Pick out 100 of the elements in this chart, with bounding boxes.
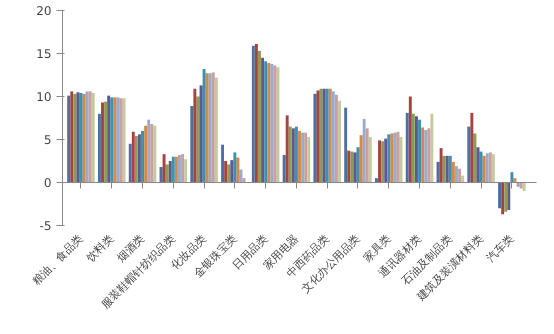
bar [73,94,76,182]
bar [421,127,424,182]
y-tick-label: 15 [36,47,52,61]
x-tick-label: 粮油、食品类 [30,232,86,288]
bar [458,168,462,182]
bar [362,118,366,182]
bar [381,141,384,182]
bar [166,164,169,182]
bar [452,162,455,182]
bar [498,182,502,208]
bar [378,140,381,182]
bar [258,50,261,182]
bar [67,96,70,182]
bar [101,102,104,182]
bar [360,135,363,182]
bar [221,144,224,182]
bar [88,91,92,182]
bar [301,132,304,182]
bar [480,152,483,182]
bar [104,102,108,182]
bar [254,44,258,182]
bar [76,92,80,182]
bar [353,152,356,182]
bar [408,96,412,182]
bar [430,114,434,182]
bar [424,130,428,182]
bar [181,154,184,182]
bar [196,96,200,182]
bar [227,164,230,182]
bar [418,120,421,182]
bar [334,94,338,182]
bar [273,66,276,182]
bar [350,152,354,182]
bar [520,182,523,189]
bar [396,132,400,182]
bar [240,170,242,182]
bar [286,115,289,182]
bar [184,159,188,182]
bar [292,128,295,182]
bar [214,78,218,182]
bar [501,182,504,214]
bar [174,156,178,182]
bar [442,156,446,182]
bar [492,154,495,182]
bar [86,91,89,182]
bar [415,116,418,182]
y-tick-label: -5 [40,219,52,233]
bar [516,182,520,187]
bar [193,88,196,182]
bar [316,90,320,182]
bar [134,136,138,182]
bar [344,108,348,182]
y-tick-label: 0 [44,176,52,190]
bar [390,133,394,182]
bar [107,96,110,182]
y-tick-label: 10 [36,90,52,104]
bar [507,182,510,210]
bar [461,176,464,182]
bar [144,126,148,182]
y-tick-label: 20 [36,4,52,18]
bar [82,94,86,182]
bar [473,133,476,182]
bar [160,167,162,182]
bar [138,134,141,182]
x-tick-label: 饮料类 [83,232,116,266]
bar [200,85,202,182]
bar [202,68,206,182]
bar [326,88,329,182]
bar [172,156,175,182]
bar [513,178,516,182]
bar [122,98,126,182]
bar [252,46,255,182]
x-tick-label: 汽车类 [484,232,516,264]
bar [276,67,280,182]
bar [436,162,440,182]
bar [393,132,396,182]
bar [80,93,82,182]
bar [313,94,316,182]
bar [282,154,286,182]
bar [488,152,492,182]
bar [470,112,474,182]
bar [320,88,323,182]
bar [206,73,209,182]
bar [264,61,268,182]
bar [162,154,166,182]
bar [356,147,360,182]
bar [294,126,298,182]
bar [132,132,135,182]
bar [455,166,458,182]
bar [510,172,514,182]
bar [374,178,378,182]
bar [338,100,341,182]
bar [304,132,308,182]
bar [522,182,526,192]
bar [448,156,452,182]
bar [384,138,388,182]
bar [400,136,403,182]
bar [476,147,480,182]
bar [482,156,486,182]
bar [236,158,240,182]
